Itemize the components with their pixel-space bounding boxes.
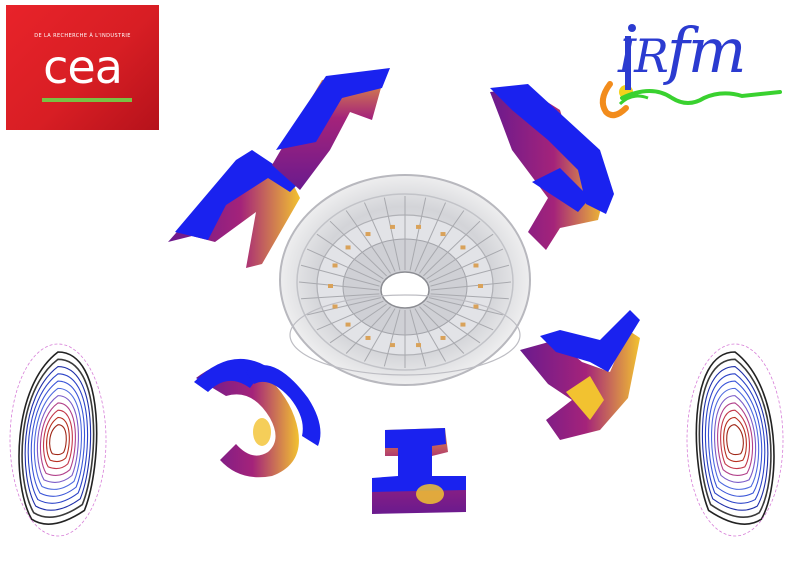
cea-tagline: DE LA RECHERCHE À L'INDUSTRIE <box>34 33 131 39</box>
letter-m <box>168 68 390 268</box>
tokamak-vessel-icon <box>279 174 531 386</box>
letter-i <box>372 428 466 514</box>
irfm-wordmark: IRfm <box>618 14 747 87</box>
letter-e <box>490 84 614 250</box>
cea-wordmark: cea <box>43 40 123 94</box>
cea-logo: DE LA RECHERCHE À L'INDUSTRIE cea <box>6 5 159 130</box>
cea-accent-bar <box>42 98 132 102</box>
irfm-logo: IRfm <box>592 12 788 127</box>
plasma-flux-surfaces-icon <box>9 343 107 537</box>
letter-t <box>520 310 640 440</box>
irfm-swoosh-icon <box>599 24 782 119</box>
letter-s <box>194 358 321 478</box>
plasma-flux-surfaces-icon <box>686 343 784 537</box>
